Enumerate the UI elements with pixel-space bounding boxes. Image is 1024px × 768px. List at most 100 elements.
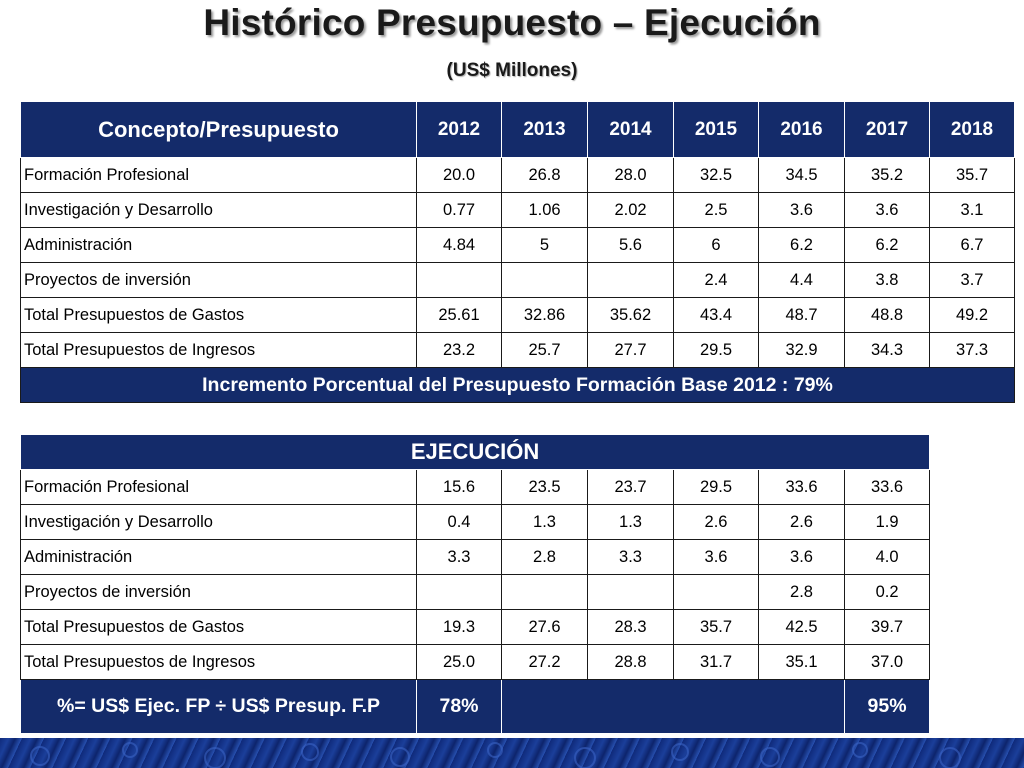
cell-value: 3.6 <box>844 192 930 228</box>
execution-ratio-last: 95% <box>843 679 931 734</box>
execution-header-label: EJECUCIÓN <box>19 434 931 470</box>
budget-increase-note: Incremento Porcentual del Presupuesto Fo… <box>20 367 1015 403</box>
cell-value: 35.7 <box>929 157 1015 193</box>
cell-value: 1.3 <box>587 504 674 540</box>
cell-value: 3.3 <box>587 539 674 575</box>
page-title: Histórico Presupuesto – Ejecución <box>203 2 821 43</box>
cell-value: 25.7 <box>501 332 588 368</box>
execution-table: EJECUCIÓN Formación Profesional 15.6 23.… <box>19 434 931 734</box>
cell-value: 2.4 <box>673 262 759 298</box>
cell-value: 3.3 <box>416 539 502 575</box>
cell-value <box>587 262 674 298</box>
row-label: Administración <box>20 227 417 263</box>
table-row: Administración 3.3 2.8 3.3 3.6 3.6 4.0 <box>20 539 931 575</box>
cell-value: 2.8 <box>758 574 845 610</box>
cell-value: 35.2 <box>844 157 930 193</box>
table-row: Investigación y Desarrollo 0.4 1.3 1.3 2… <box>20 504 931 540</box>
budget-header-label: Concepto/Presupuesto <box>20 101 417 158</box>
cell-value: 39.7 <box>843 609 931 645</box>
table-row: Investigación y Desarrollo 0.77 1.06 2.0… <box>20 192 1015 228</box>
cell-value: 2.5 <box>673 192 759 228</box>
row-label: Total Presupuestos de Ingresos <box>20 332 417 368</box>
cell-value: 1.3 <box>501 504 588 540</box>
cell-value: 35.62 <box>587 297 674 333</box>
table-row: Total Presupuestos de Gastos 19.3 27.6 2… <box>20 609 931 645</box>
cell-value <box>416 574 502 610</box>
execution-ratio-spacer <box>501 679 845 734</box>
row-label: Total Presupuestos de Gastos <box>20 297 417 333</box>
cell-value: 37.3 <box>929 332 1015 368</box>
cell-value: 29.5 <box>673 469 759 505</box>
row-label: Proyectos de inversión <box>20 574 417 610</box>
cell-value: 3.6 <box>758 192 845 228</box>
cell-value: 23.7 <box>587 469 674 505</box>
cell-value: 3.7 <box>929 262 1015 298</box>
cell-value: 5.6 <box>587 227 674 263</box>
year-header: 2013 <box>501 101 588 158</box>
cell-value: 37.0 <box>843 644 931 680</box>
cell-value: 28.3 <box>587 609 674 645</box>
row-label: Total Presupuestos de Ingresos <box>20 644 417 680</box>
year-header: 2016 <box>758 101 845 158</box>
cell-value: 32.86 <box>501 297 588 333</box>
row-label: Investigación y Desarrollo <box>20 192 417 228</box>
year-header: 2017 <box>844 101 930 158</box>
cell-value: 27.2 <box>501 644 588 680</box>
cell-value: 33.6 <box>758 469 845 505</box>
execution-ratio-row: %= US$ Ejec. FP ÷ US$ Presup. F.P 78% 95… <box>20 679 931 734</box>
cell-value: 1.9 <box>843 504 931 540</box>
cell-value: 43.4 <box>673 297 759 333</box>
cell-value: 48.7 <box>758 297 845 333</box>
row-label: Total Presupuestos de Gastos <box>20 609 417 645</box>
cell-value: 4.4 <box>758 262 845 298</box>
page-subtitle: (US$ Millones) <box>446 60 578 81</box>
cell-value: 32.5 <box>673 157 759 193</box>
cell-value: 26.8 <box>501 157 588 193</box>
cell-value <box>416 262 502 298</box>
budget-table: Concepto/Presupuesto 2012 2013 2014 2015… <box>20 101 1015 403</box>
cell-value: 48.8 <box>844 297 930 333</box>
cell-value: 3.8 <box>844 262 930 298</box>
cell-value: 6.2 <box>844 227 930 263</box>
cell-value: 6 <box>673 227 759 263</box>
table-row: Formación Profesional 20.0 26.8 28.0 32.… <box>20 157 1015 193</box>
cell-value: 3.1 <box>929 192 1015 228</box>
cell-value: 31.7 <box>673 644 759 680</box>
table-row: Administración 4.84 5 5.6 6 6.2 6.2 6.7 <box>20 227 1015 263</box>
cell-value: 0.2 <box>843 574 931 610</box>
row-label: Proyectos de inversión <box>20 262 417 298</box>
cell-value: 2.6 <box>673 504 759 540</box>
cell-value: 23.2 <box>416 332 502 368</box>
cell-value: 6.2 <box>758 227 845 263</box>
row-label: Formación Profesional <box>20 469 417 505</box>
cell-value: 4.84 <box>416 227 502 263</box>
cell-value: 3.6 <box>673 539 759 575</box>
table-row: Total Presupuestos de Ingresos 23.2 25.7… <box>20 332 1015 368</box>
budget-header-row: Concepto/Presupuesto 2012 2013 2014 2015… <box>20 101 1015 158</box>
row-label: Investigación y Desarrollo <box>20 504 417 540</box>
cell-value: 42.5 <box>758 609 845 645</box>
cell-value: 15.6 <box>416 469 502 505</box>
cell-value: 33.6 <box>843 469 931 505</box>
cell-value: 27.6 <box>501 609 588 645</box>
year-header: 2014 <box>587 101 674 158</box>
table-row: Formación Profesional 15.6 23.5 23.7 29.… <box>20 469 931 505</box>
execution-ratio-first: 78% <box>416 679 502 734</box>
cell-value <box>501 262 588 298</box>
table-row: Proyectos de inversión 2.4 4.4 3.8 3.7 <box>20 262 1015 298</box>
cell-value: 35.1 <box>758 644 845 680</box>
cell-value: 25.0 <box>416 644 502 680</box>
cell-value: 4.0 <box>843 539 931 575</box>
cell-value: 29.5 <box>673 332 759 368</box>
execution-ratio-label: %= US$ Ejec. FP ÷ US$ Presup. F.P <box>20 679 417 734</box>
row-label: Administración <box>20 539 417 575</box>
cell-value: 35.7 <box>673 609 759 645</box>
table-row: Total Presupuestos de Ingresos 25.0 27.2… <box>20 644 931 680</box>
year-header: 2015 <box>673 101 759 158</box>
cell-value <box>673 574 759 610</box>
cell-value: 2.02 <box>587 192 674 228</box>
execution-header-row: EJECUCIÓN <box>19 434 931 470</box>
cell-value: 23.5 <box>501 469 588 505</box>
footer-banner <box>0 738 1024 768</box>
row-label: Formación Profesional <box>20 157 417 193</box>
